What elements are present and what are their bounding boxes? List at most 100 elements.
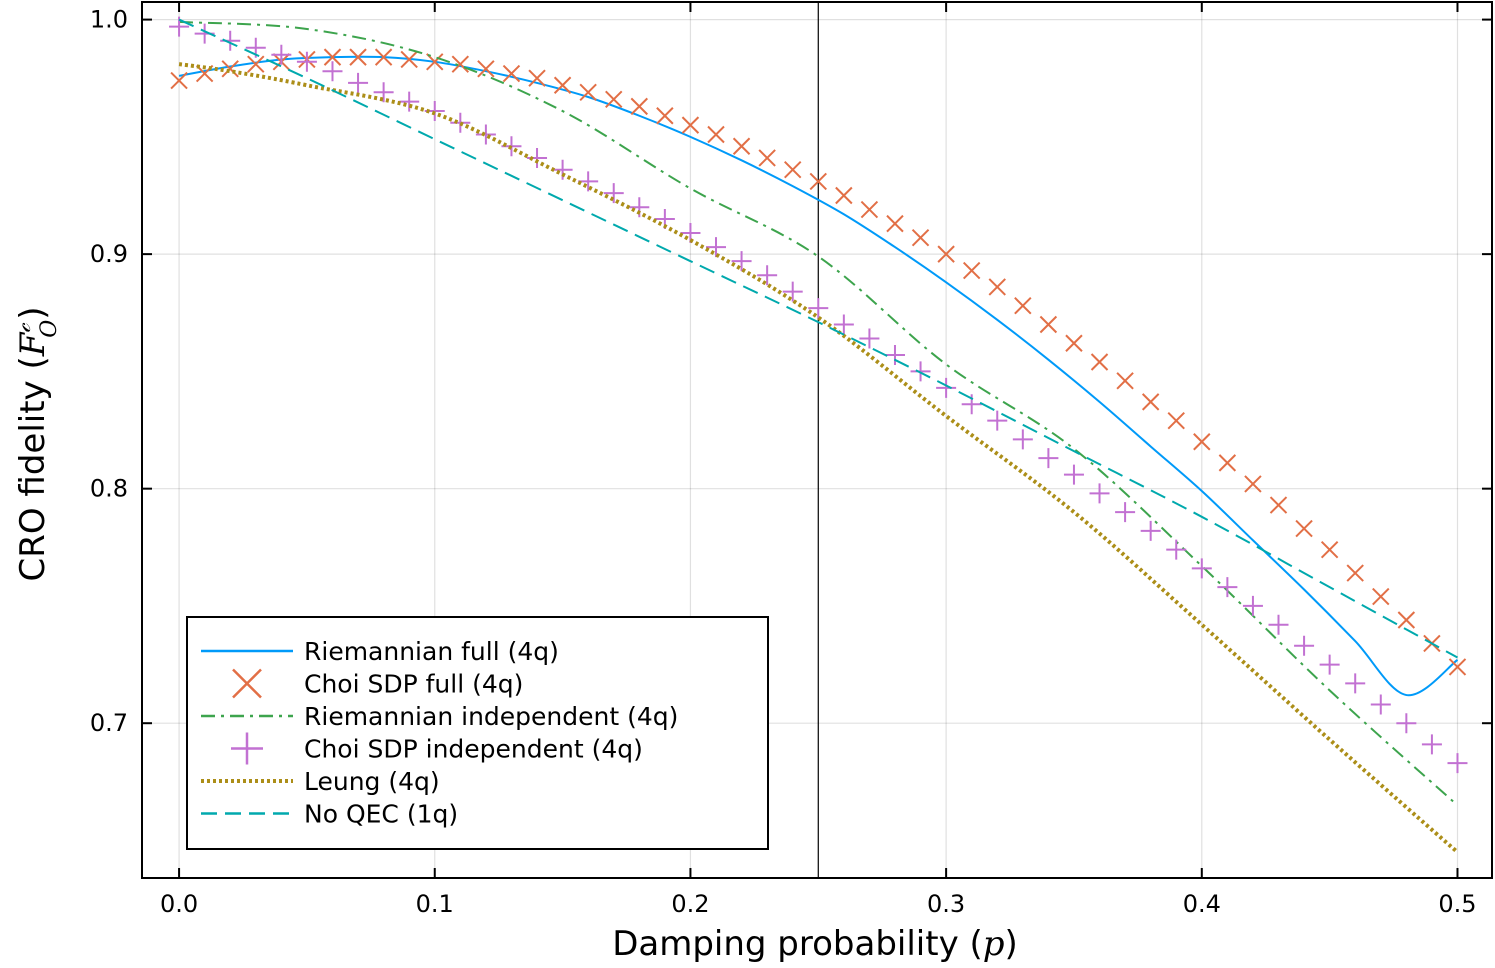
marker-choi_full-37 <box>1116 372 1134 390</box>
marker-choi_full-15 <box>553 76 572 94</box>
series-choi_full <box>170 48 1467 676</box>
marker-choi_indep-42 <box>1242 595 1263 616</box>
marker-choi_full-42 <box>1244 475 1262 493</box>
marker-choi_indep-7 <box>348 72 369 93</box>
marker-choi_indep-23 <box>757 265 778 286</box>
marker-choi_full-34 <box>1039 315 1058 334</box>
marker-choi_indep-47 <box>1370 694 1391 715</box>
marker-choi_full-22 <box>732 137 751 155</box>
marker-choi_full-16 <box>579 83 597 102</box>
marker-choi_indep-32 <box>987 410 1008 431</box>
tick-labels: 0.0 0.1 0.2 0.3 0.4 0.5 0.7 0.8 0.9 1.0 <box>90 6 1477 918</box>
marker-choi_indep-40 <box>1191 558 1212 579</box>
marker-choi_indep-48 <box>1396 713 1417 734</box>
plot-border <box>141 1 1493 879</box>
legend: Riemannian full (4q) Choi SDP full (4q) Ri… <box>186 616 769 850</box>
marker-choi_full-12 <box>477 60 495 78</box>
marker-choi_full-27 <box>860 200 879 219</box>
legend-swatch-choi_full <box>232 668 262 699</box>
marker-choi_full-32 <box>988 278 1006 296</box>
marker-choi_full-36 <box>1090 353 1109 371</box>
marker-choi_full-43 <box>1269 496 1288 514</box>
line-leung <box>178 62 1459 854</box>
marker-choi_indep-26 <box>833 314 854 335</box>
legend-label-choi_indep: Choi SDP independent (4q) <box>304 735 643 764</box>
marker-choi_indep-35 <box>1063 464 1084 485</box>
marker-choi_full-17 <box>605 90 623 109</box>
marker-choi_full-6 <box>323 48 342 66</box>
marker-choi_full-47 <box>1372 587 1390 606</box>
marker-choi_full-41 <box>1218 454 1237 472</box>
marker-choi_full-7 <box>349 48 367 66</box>
marker-choi_full-21 <box>707 125 725 144</box>
x-tick-label-1: 0.1 <box>416 890 454 918</box>
marker-choi_full-9 <box>400 50 418 69</box>
marker-choi_indep-5 <box>296 51 317 72</box>
marker-choi_full-8 <box>374 48 393 66</box>
marker-choi_indep-25 <box>808 298 829 319</box>
y-tick-label-0: 0.7 <box>90 709 128 737</box>
series-riemannian_indep <box>179 20 1459 807</box>
marker-choi_indep-31 <box>961 394 982 415</box>
marker-choi_indep-27 <box>859 328 880 349</box>
marker-choi_full-3 <box>247 55 265 73</box>
marker-choi_indep-39 <box>1166 539 1187 560</box>
marker-choi_full-26 <box>835 186 853 205</box>
marker-choi_indep-16 <box>578 171 599 192</box>
y-tick-label-1: 0.8 <box>90 475 128 503</box>
legend-label-riemannian_indep: Riemannian independent (4q) <box>304 702 678 731</box>
series-no_qec <box>178 18 1458 659</box>
marker-choi_full-19 <box>656 107 674 125</box>
y-tick-label-3: 1.0 <box>90 6 128 34</box>
marker-choi_indep-50 <box>1447 753 1468 774</box>
marker-choi_full-13 <box>502 64 521 83</box>
marker-choi_full-35 <box>1065 334 1083 352</box>
marker-choi_full-24 <box>784 160 802 179</box>
marker-choi_full-45 <box>1320 540 1339 559</box>
marker-choi_full-50 <box>1448 658 1467 676</box>
series-riemannian_full <box>178 55 1459 697</box>
marker-choi_full-11 <box>451 55 470 73</box>
marker-choi_full-38 <box>1141 393 1160 411</box>
marker-choi_full-18 <box>630 97 649 116</box>
legend-swatch-choi_indep <box>231 732 263 765</box>
marker-choi_full-30 <box>937 245 955 263</box>
plot-frame <box>141 1 1493 879</box>
marker-choi_indep-30 <box>936 377 957 398</box>
marker-choi_indep-43 <box>1268 614 1289 635</box>
marker-choi_indep-29 <box>910 361 931 382</box>
x-tick-label-3: 0.3 <box>927 890 965 918</box>
marker-choi_full-46 <box>1346 564 1364 582</box>
marker-choi_indep-24 <box>782 281 803 302</box>
line-riemannian_full <box>178 55 1459 697</box>
marker-choi_indep-12 <box>475 124 496 145</box>
marker-choi_indep-36 <box>1089 483 1110 504</box>
marker-choi_indep-41 <box>1217 577 1238 598</box>
marker-choi_full-2 <box>221 60 239 78</box>
marker-choi_indep-28 <box>884 344 905 365</box>
legend-label-choi_full: Choi SDP full (4q) <box>304 670 523 699</box>
marker-choi_indep-20 <box>680 223 701 244</box>
marker-choi_indep-21 <box>706 237 727 258</box>
x-tick-label-0: 0.0 <box>160 890 198 918</box>
x-tick-label-5: 0.5 <box>1438 890 1476 918</box>
marker-choi_indep-22 <box>731 251 752 272</box>
marker-choi_indep-34 <box>1038 448 1059 469</box>
marker-choi_indep-38 <box>1140 520 1161 541</box>
plot-series <box>169 16 1468 854</box>
y-tick-label-2: 0.9 <box>90 240 128 268</box>
marker-choi_indep-17 <box>603 183 624 204</box>
x-axis-title: Damping probability (p) <box>612 924 1018 964</box>
marker-choi_full-14 <box>528 69 546 87</box>
x-tick-label-4: 0.4 <box>1183 890 1221 918</box>
marker-choi_indep-11 <box>450 112 471 133</box>
marker-choi_full-25 <box>809 172 827 191</box>
marker-choi_full-0 <box>170 71 188 90</box>
line-no_qec <box>178 18 1458 659</box>
legend-label-leung: Leung (4q) <box>304 767 440 796</box>
marker-choi_full-28 <box>886 214 904 233</box>
marker-choi_indep-46 <box>1345 673 1366 694</box>
marker-choi_full-29 <box>911 229 930 247</box>
marker-choi_indep-44 <box>1294 635 1315 656</box>
